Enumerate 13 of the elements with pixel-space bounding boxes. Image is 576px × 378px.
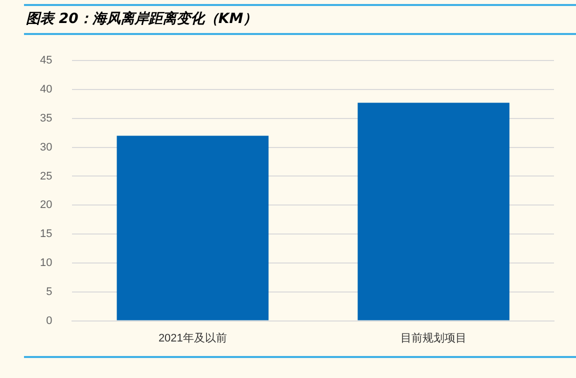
y-tick-label: 30: [40, 141, 52, 154]
y-tick-label: 15: [40, 228, 52, 240]
y-tick-label: 10: [40, 257, 52, 270]
y-tick-label: 40: [40, 84, 52, 96]
y-tick-label: 45: [40, 54, 52, 67]
x-tick-label: 目前规划项目: [400, 331, 467, 344]
y-tick-label: 35: [40, 112, 52, 124]
y-tick-label: 0: [46, 314, 52, 327]
y-tick-label: 20: [40, 199, 52, 212]
x-tick-label: 2021年及以前: [158, 331, 227, 344]
chart-title: 图表 20：海风离岸距离变化（KM）: [24, 4, 576, 35]
y-tick-label: 5: [46, 286, 52, 298]
y-tick-label: 25: [40, 170, 52, 182]
